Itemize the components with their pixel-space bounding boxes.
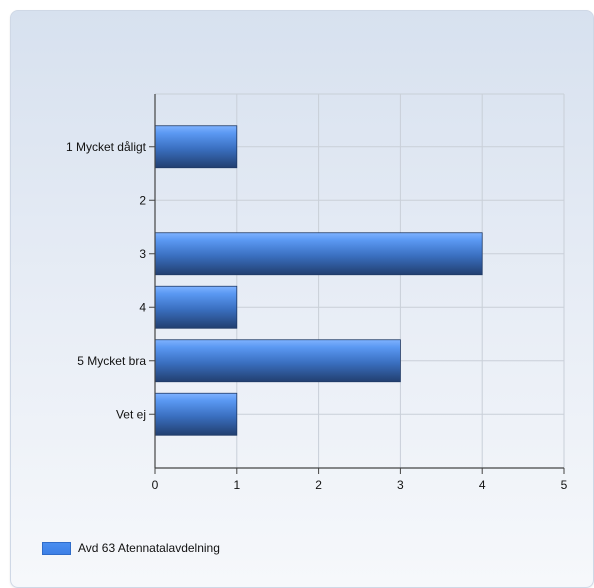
x-tick-label: 5 [561,478,568,492]
category-label: 5 Mycket bra [77,354,146,368]
x-tick-label: 2 [315,478,322,492]
bar-4 [154,285,238,329]
x-tick-label: 1 [233,478,240,492]
bar-3 [154,232,483,276]
category-label: 1 Mycket dåligt [66,140,147,154]
x-tick-label: 0 [152,478,159,492]
category-label: 2 [139,193,146,207]
category-label: Vet ej [116,407,146,421]
legend-swatch [42,541,71,555]
legend-label: Avd 63 Atennatalavdelning [78,541,220,555]
x-tick-label: 3 [397,478,404,492]
axes [149,94,565,474]
bar-vet-ej [154,392,238,436]
legend: Avd 63 Atennatalavdelning [42,541,220,555]
bar-5-mycket-bra [154,339,401,383]
category-label: 3 [139,247,146,261]
tick-labels: 0 1 2 3 4 5 1 Mycket dåligt 2 3 4 5 Mycket bra Vet … [66,140,568,492]
x-tick-label: 4 [479,478,486,492]
chart-panel [10,10,594,588]
bar-1-mycket-dåligt [154,125,238,169]
category-label: 4 [139,300,146,314]
bars [154,125,483,436]
